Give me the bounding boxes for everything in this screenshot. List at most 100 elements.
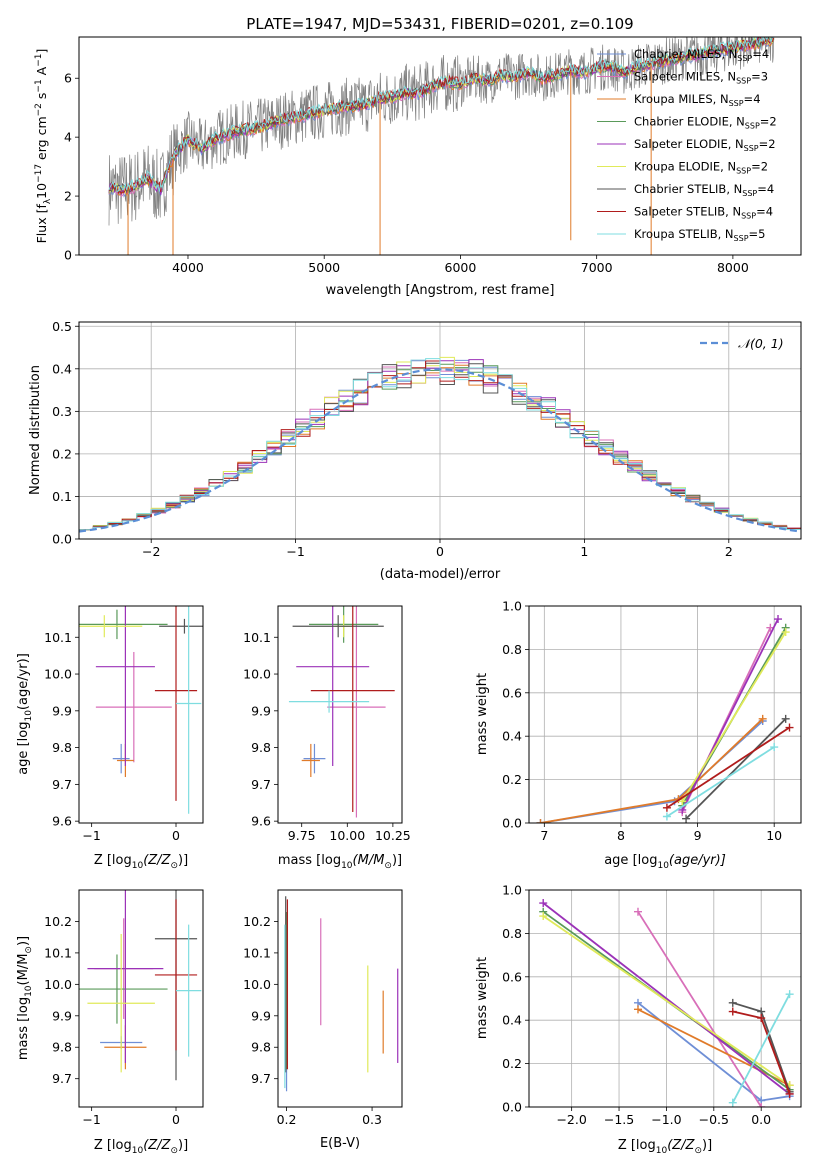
errorbar-point <box>112 743 130 774</box>
errorbar-point <box>95 606 155 766</box>
y-tick-label: 1.0 <box>502 883 522 898</box>
errorbar-point <box>154 899 198 1051</box>
legend-entry: 𝒩(0, 1) <box>738 336 784 351</box>
y-tick-label: 1.0 <box>502 599 522 614</box>
mass-vs-metallicity-ylabel: mass [log10(M/M⊙)] <box>16 936 34 1060</box>
spectrum-xlabel: wavelength [Angstrom, rest frame] <box>326 283 555 298</box>
mass-weight-line <box>542 902 791 1095</box>
mass-weight-line <box>685 718 787 820</box>
y-tick-label: 10.0 <box>243 667 271 682</box>
normal-distribution-curve <box>79 368 799 533</box>
plus-marker <box>757 1014 766 1023</box>
mass-weight-line <box>681 631 787 802</box>
mass-vs-metallicity-plot-area <box>79 890 202 1081</box>
x-tick-label: 5000 <box>308 260 340 275</box>
y-tick-label: 0.8 <box>502 926 522 941</box>
errorbar-point <box>79 954 168 1024</box>
age-vs-metallicity-frame <box>78 605 204 824</box>
errorbar-point <box>87 934 155 1073</box>
y-tick-label: 9.6 <box>251 814 271 829</box>
x-tick-label: 4000 <box>172 260 204 275</box>
y-tick-label: 10.1 <box>243 630 271 645</box>
x-tick-label: 0.2 <box>277 1112 297 1127</box>
x-tick-label: 10.25 <box>375 828 411 843</box>
y-tick-label: 9.9 <box>52 703 72 718</box>
y-tick-label: 0.4 <box>502 1013 522 1028</box>
errorbar-point <box>288 690 370 713</box>
figure-title: PLATE=1947, MJD=53431, FIBERID=0201, z=0… <box>246 15 633 33</box>
y-tick-label: 9.8 <box>251 1040 271 1055</box>
plus-marker <box>770 743 779 752</box>
x-tick-label: 9.75 <box>288 828 316 843</box>
errorbar-point <box>327 606 386 818</box>
plus-marker <box>536 819 545 823</box>
y-tick-label: 0.3 <box>52 404 72 419</box>
mass-weight-line <box>542 915 791 1087</box>
y-tick-label: 9.6 <box>52 814 72 829</box>
plus-marker <box>781 714 790 723</box>
x-tick-label: 10 <box>766 828 782 843</box>
legend-entry: Chabrier STELIB, NSSP=4 <box>634 182 774 198</box>
mass-weight-line <box>732 993 791 1104</box>
mass-weight-vs-age-xlabel: age [log10(age/yr)] <box>604 853 726 871</box>
y-tick-label: 10.0 <box>44 667 72 682</box>
x-tick-label: −1 <box>82 828 100 843</box>
x-tick-label: 2 <box>725 544 733 559</box>
legend-entry: Chabrier ELODIE, NSSP=2 <box>634 115 777 131</box>
plus-marker <box>662 803 671 812</box>
y-tick-label: 2 <box>64 189 72 204</box>
plus-marker <box>785 723 794 732</box>
errorbar-point <box>79 609 168 640</box>
plus-marker <box>728 998 737 1007</box>
errorbar-point <box>87 890 164 1063</box>
mass-vs-extinction-xlabel: E(B-V) <box>320 1136 360 1151</box>
x-tick-label: −1.0 <box>651 1112 681 1127</box>
y-tick-label: 0.0 <box>502 1100 522 1115</box>
legend-entry: Salpeter ELODIE, NSSP=2 <box>634 137 776 153</box>
y-tick-label: 9.9 <box>251 703 271 718</box>
y-tick-label: 9.9 <box>52 1008 72 1023</box>
x-tick-label: −2.0 <box>556 1112 586 1127</box>
y-tick-label: 9.7 <box>251 1071 271 1086</box>
legend-entry: Kroupa ELODIE, NSSP=2 <box>634 160 768 176</box>
mass-weight-vs-metallicity-ylabel: mass weight <box>475 957 490 1039</box>
histogram-xlabel: (data-model)/error <box>380 567 501 582</box>
x-tick-label: 0 <box>436 544 444 559</box>
age-vs-mass-frame <box>277 605 403 824</box>
y-tick-label: 10.0 <box>243 977 271 992</box>
age-vs-metallicity-xlabel: Z [log10(Z/Z⊙)] <box>94 853 188 871</box>
y-tick-label: 0.1 <box>52 489 72 504</box>
y-tick-label: 9.8 <box>52 740 72 755</box>
y-tick-label: 0.2 <box>52 446 72 461</box>
plus-marker <box>728 1007 737 1016</box>
y-tick-label: 9.7 <box>52 777 72 792</box>
y-tick-label: 0.4 <box>502 729 522 744</box>
legend-entry: Salpeter MILES, NSSP=3 <box>634 70 768 86</box>
y-tick-label: 9.9 <box>251 1008 271 1023</box>
mass-vs-metallicity-frame <box>78 889 204 1108</box>
mass-vs-metallicity-xlabel: Z [log10(Z/Z⊙)] <box>94 1138 188 1156</box>
y-tick-label: 9.7 <box>251 777 271 792</box>
plus-marker <box>633 907 642 916</box>
mass-weight-vs-age-frame <box>528 605 802 824</box>
mass-weight-line <box>637 1008 791 1087</box>
mass-weight-vs-metallicity-frame <box>528 889 802 1108</box>
y-tick-label: 9.8 <box>52 1040 72 1055</box>
errorbar-point <box>310 606 395 812</box>
y-tick-label: 6 <box>64 71 72 86</box>
plus-marker <box>785 990 794 999</box>
residual-histogram-panel: −2 −1 0 1 2 0.0 0.1 0.2 0.3 0.4 0.5 𝒩(0, 1) (data-mo… <box>28 319 802 582</box>
x-tick-label: −2 <box>142 544 160 559</box>
plus-marker <box>785 1089 794 1098</box>
age-vs-metallicity-plot-area <box>79 606 203 814</box>
mass-vs-metallicity-panel: −1 0 9.7 9.8 9.9 10.0 10.1 10.2 Z [log10(Z/Z⊙)] m… <box>16 889 204 1156</box>
age-vs-metallicity-panel: −1 0 9.6 9.7 9.8 9.9 10.0 10.1 Z [log10(Z/Z⊙)] ag… <box>16 605 204 871</box>
spectrum-model-line <box>108 37 775 194</box>
plus-marker <box>539 899 548 908</box>
x-tick-label: 6000 <box>445 260 477 275</box>
y-tick-label: 0.0 <box>52 532 72 547</box>
mass-weight-vs-age-plot-area <box>536 615 794 823</box>
legend-entry: Salpeter STELIB, NSSP=4 <box>634 205 773 221</box>
y-tick-label: 10.0 <box>44 977 72 992</box>
